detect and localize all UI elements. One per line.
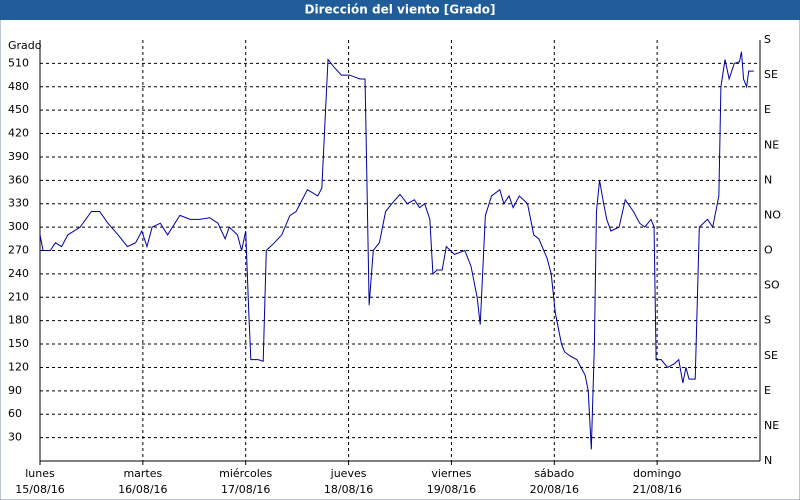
y2-tick-label: O: [764, 244, 773, 257]
chart-title: Dirección del viento [Grado]: [305, 3, 496, 17]
x-tick-date: 17/08/16: [221, 483, 270, 496]
y-tick-label: 210: [8, 290, 29, 303]
x-tick-date: 15/08/16: [15, 483, 64, 496]
x-tick-label: jueves: [330, 467, 367, 480]
y-tick-label: 270: [8, 244, 29, 257]
y-tick-label: 30: [8, 431, 22, 444]
y-tick-label: 420: [8, 127, 29, 140]
x-tick-label: sábado: [534, 467, 574, 480]
y-tick-label: 330: [8, 197, 29, 210]
y2-tick-label: SO: [764, 279, 780, 292]
x-tick-date: 19/08/16: [427, 483, 476, 496]
title-bar: [0, 0, 800, 20]
x-tick-date: 21/08/16: [632, 483, 681, 496]
data-line: [39, 51, 754, 450]
x-tick-label: domingo: [633, 467, 681, 480]
y2-tick-label: NE: [764, 138, 779, 151]
x-tick-label: martes: [123, 467, 162, 480]
y2-tick-label: E: [764, 103, 771, 116]
y2-tick-label: S: [764, 314, 771, 327]
y2-tick-label: S: [764, 33, 771, 46]
x-tick-date: 20/08/16: [530, 483, 579, 496]
y2-tick-label: N: [764, 173, 772, 186]
x-tick-date: 16/08/16: [118, 483, 167, 496]
y2-tick-label: SE: [764, 349, 778, 362]
y-tick-label: 90: [8, 384, 22, 397]
x-tick-label: miércoles: [219, 467, 272, 480]
y-tick-label: 510: [8, 56, 29, 69]
y2-tick-label: N: [764, 454, 772, 467]
y-tick-label: 450: [8, 103, 29, 116]
y2-tick-label: NE: [764, 419, 779, 432]
y-tick-label: 480: [8, 80, 29, 93]
y-axis-label: Grado: [8, 39, 42, 52]
x-tick-label: viernes: [431, 467, 471, 480]
y-tick-label: 60: [8, 407, 22, 420]
x-tick-date: 18/08/16: [324, 483, 373, 496]
y-tick-label: 390: [8, 150, 29, 163]
y-tick-label: 360: [8, 173, 29, 186]
y2-tick-label: SE: [764, 68, 778, 81]
y2-tick-label: E: [764, 384, 771, 397]
x-tick-label: lunes: [25, 467, 55, 480]
y-tick-label: 300: [8, 220, 29, 233]
y-tick-label: 150: [8, 337, 29, 350]
y-tick-label: 180: [8, 314, 29, 327]
y2-tick-label: NO: [764, 208, 781, 221]
y-tick-label: 240: [8, 267, 29, 280]
y-tick-label: 120: [8, 360, 29, 373]
